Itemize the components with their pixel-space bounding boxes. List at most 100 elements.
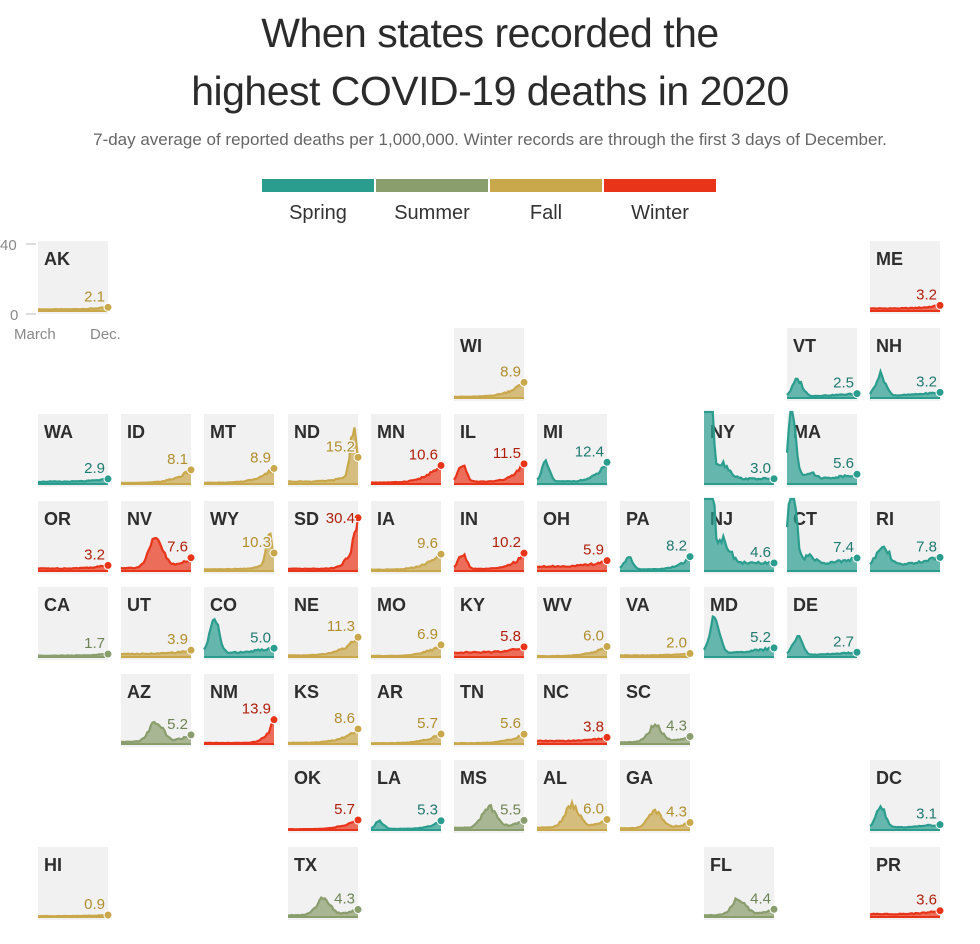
death-line [454, 381, 525, 398]
state-abbr: ID [127, 422, 145, 442]
death-area [204, 619, 274, 657]
state-tile-ne: NE 11.3 [287, 587, 363, 660]
state-tile-mn: MN 10.6 [370, 414, 446, 487]
value-label: 7.8 [916, 538, 937, 555]
state-tile-ut: UT 3.9 [121, 587, 196, 660]
state-abbr: VA [626, 595, 650, 615]
state-tile-id: ID 8.1 [120, 414, 196, 487]
latest-value-dot [852, 389, 862, 399]
value-label: 8.1 [167, 451, 188, 468]
value-label: 15.2 [326, 438, 355, 455]
value-label: 8.9 [250, 449, 271, 466]
death-area [121, 538, 191, 571]
state-sparkline-svg: 11.5 [453, 443, 529, 485]
latest-value-dot [935, 387, 945, 397]
latest-value-dot [269, 643, 279, 653]
latest-value-dot [186, 645, 196, 655]
latest-value-dot [186, 465, 196, 475]
state-sparkline-svg: 2.9 [38, 458, 113, 485]
latest-value-dot [602, 732, 612, 742]
death-line [703, 614, 775, 655]
latest-value-dot [436, 460, 446, 470]
latest-value-dot [353, 815, 363, 825]
state-abbr: NH [876, 336, 902, 356]
value-label: 7.6 [167, 539, 188, 556]
latest-value-dot [769, 558, 779, 568]
death-area [288, 729, 358, 744]
death-area [620, 809, 690, 830]
value-label: 10.3 [242, 534, 271, 551]
latest-value-dot [436, 729, 446, 739]
value-label: 2.9 [84, 460, 105, 477]
value-label: 3.2 [916, 286, 937, 303]
state-sparkline-svg: 11.3 [287, 617, 363, 658]
legend-summer: Summer [376, 179, 488, 225]
state-sparkline-svg: 10.2 [453, 533, 529, 572]
state-abbr: MS [460, 768, 487, 788]
death-line [619, 555, 691, 571]
death-area [288, 637, 358, 657]
state-sparkline-svg: 1.7 [37, 634, 113, 659]
state-abbr: AR [377, 682, 403, 702]
state-sparkline-svg: 5.8 [454, 626, 529, 658]
value-label: 2.1 [84, 288, 105, 305]
state-sparkline-svg: 4.3 [620, 716, 695, 745]
state-abbr: AZ [127, 682, 151, 702]
latest-value-dot [103, 560, 113, 570]
value-label: 5.9 [583, 542, 604, 559]
death-area [870, 910, 940, 917]
death-line [120, 720, 192, 744]
state-sparkline-svg: 5.7 [288, 800, 363, 831]
state-sparkline-svg: 3.0 [704, 410, 779, 485]
death-area [371, 644, 441, 657]
title-line-2: highest COVID-19 deaths in 2020 [191, 68, 789, 114]
death-line [536, 735, 608, 743]
value-label: 5.2 [167, 716, 188, 733]
state-abbr: DE [793, 595, 819, 615]
state-tile-ak: AK 2.1 [37, 241, 113, 314]
latest-value-dot [519, 815, 529, 825]
state-abbr: NY [710, 422, 736, 442]
state-tile-ga: GA 4.3 [620, 760, 695, 833]
latest-value-dot [353, 632, 363, 642]
state-sparkline-svg: 4.3 [287, 889, 363, 918]
latest-value-dot [935, 820, 945, 830]
legend-spring: Spring [262, 179, 374, 225]
state-abbr: HI [44, 855, 62, 875]
state-tile-fl: FL 4.4 [703, 847, 779, 920]
death-area [870, 546, 940, 571]
death-line [370, 552, 442, 571]
latest-value-dot [685, 649, 695, 658]
death-area [787, 636, 857, 657]
state-sparkline-svg: 30.4 [288, 509, 363, 572]
state-tile-wa: WA 2.9 [38, 414, 113, 487]
death-line [620, 808, 691, 830]
latest-value-dot [353, 513, 363, 523]
value-label: 5.5 [500, 801, 521, 818]
state-tile-al: AL 6.0 [536, 760, 612, 833]
state-abbr: MO [377, 595, 406, 615]
state-abbr: KY [460, 595, 486, 615]
state-tile-md: MD 5.2 [703, 587, 779, 660]
latest-value-dot [602, 815, 612, 824]
state-abbr: LA [377, 768, 401, 788]
legend-winter: Winter [604, 179, 716, 225]
death-line [37, 306, 109, 311]
death-line [785, 497, 858, 565]
state-tile-or: OR 3.2 [38, 501, 113, 574]
death-area [121, 469, 191, 484]
state-tile-oh: OH 5.9 [536, 501, 612, 574]
state-sparkline-svg: 3.9 [121, 630, 196, 658]
state-abbr: KS [294, 682, 320, 702]
death-area [537, 560, 607, 571]
death-area [204, 533, 274, 571]
state-tile-ia: IA 9.6 [370, 501, 446, 574]
death-line [288, 517, 360, 571]
death-area [787, 499, 857, 571]
latest-value-dot [186, 730, 196, 740]
state-tile-nv: NV 7.6 [120, 501, 196, 574]
state-abbr: CA [44, 595, 70, 615]
value-label: 5.7 [334, 801, 355, 818]
state-abbr: TX [294, 855, 318, 875]
value-label: 8.6 [334, 710, 355, 727]
